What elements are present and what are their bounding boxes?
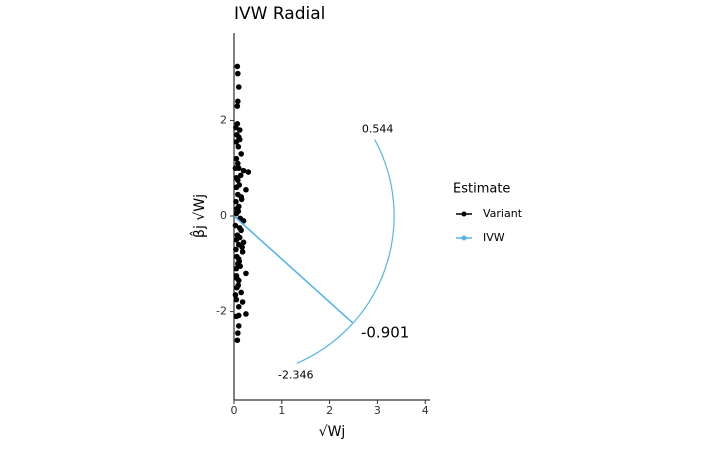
variant-point: [236, 234, 243, 241]
ivw-label: -0.901: [361, 324, 409, 342]
variant-point: [234, 131, 240, 138]
arc-max-label: 0.544: [362, 123, 394, 136]
variant-point: [245, 169, 252, 175]
variant-point: [235, 330, 241, 336]
variant-point: [237, 172, 244, 179]
variant-point: [235, 143, 242, 150]
variant-point: [236, 258, 243, 265]
variant-point: [233, 296, 240, 303]
variant-point: [234, 63, 241, 70]
variant-point: [239, 249, 246, 255]
x-axis-label: √Wj: [319, 424, 346, 440]
y-tick-label: 0: [220, 209, 227, 222]
variant-point: [234, 253, 240, 260]
x-tick-label: 1: [278, 404, 285, 417]
variant-point: [236, 136, 243, 143]
variant-point: [237, 263, 244, 269]
x-tick-label: 3: [374, 404, 381, 417]
legend-label: Variant: [483, 207, 523, 220]
chart-title: IVW Radial: [234, 4, 325, 24]
variant-point: [233, 155, 240, 162]
variant-point: [232, 292, 239, 298]
variant-point: [235, 323, 242, 329]
variant-point: [235, 160, 241, 167]
legend-key-point: [461, 211, 467, 217]
variant-point: [233, 124, 239, 131]
x-tick-label: 0: [231, 404, 238, 417]
x-tick-label: 4: [422, 404, 429, 417]
variant-point: [243, 311, 249, 317]
variant-point: [238, 196, 245, 203]
variant-point: [235, 177, 241, 183]
x-tick-label: 2: [326, 404, 333, 417]
variant-point: [233, 313, 240, 320]
variant-point: [235, 98, 241, 105]
y-tick-label: 2: [220, 113, 227, 126]
variant-point: [240, 167, 247, 174]
ivw-line: [233, 215, 354, 324]
legend-label: IVW: [483, 231, 505, 244]
variant-point: [233, 198, 239, 205]
variant-point: [235, 304, 242, 310]
variant-point: [239, 299, 246, 305]
y-tick-label: -2: [216, 305, 227, 318]
variant-point: [240, 239, 247, 246]
variant-point: [234, 103, 241, 109]
variant-point: [232, 165, 239, 172]
variant-point: [239, 244, 245, 250]
variant-point: [243, 270, 249, 277]
arc: [296, 139, 395, 364]
variant-point: [235, 208, 242, 215]
variant-point: [234, 337, 241, 344]
variant-point: [234, 275, 240, 281]
variant-point: [236, 182, 243, 188]
legend-key-point: [461, 235, 467, 241]
variant-point: [243, 186, 249, 193]
variant-point: [235, 84, 242, 90]
variant-point: [232, 222, 239, 229]
variant-point: [238, 289, 244, 296]
variant-point: [235, 70, 241, 77]
variant-point: [233, 246, 239, 253]
variant-point: [238, 151, 244, 157]
y-axis-label: β̂j √Wj: [189, 194, 208, 238]
variant-point: [236, 225, 243, 231]
legend-title: Estimate: [453, 182, 510, 197]
variant-point: [235, 282, 242, 289]
variant-point: [235, 191, 241, 198]
arc-min-label: -2.346: [278, 368, 313, 381]
